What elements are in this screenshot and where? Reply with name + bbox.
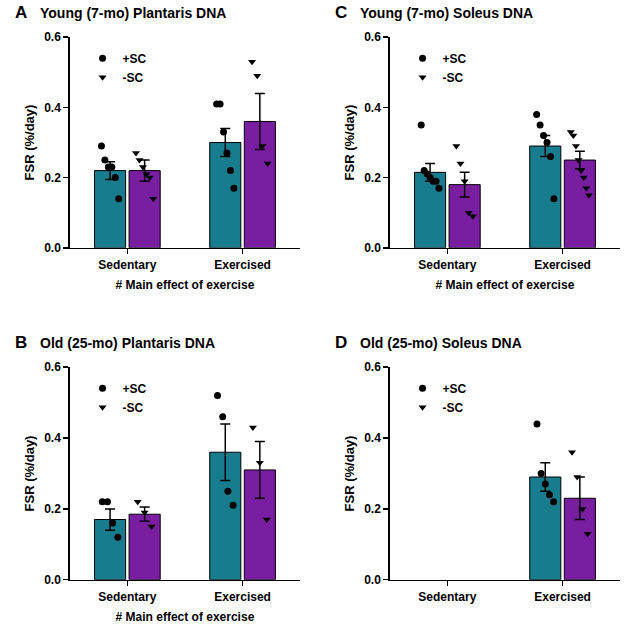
svg-text:0.2: 0.2	[44, 171, 61, 185]
svg-text:+SC: +SC	[123, 52, 147, 66]
svg-text:Exercised: Exercised	[534, 258, 591, 272]
svg-text:0.4: 0.4	[364, 431, 381, 445]
svg-text:-SC: -SC	[123, 401, 144, 415]
svg-text:Old (25-mo) Plantaris DNA: Old (25-mo) Plantaris DNA	[40, 335, 215, 351]
svg-text:0.6: 0.6	[44, 360, 61, 374]
svg-text:# Main effect of exercise: # Main effect of exercise	[116, 278, 255, 292]
svg-text:+SC: +SC	[443, 382, 467, 396]
svg-text:0.4: 0.4	[44, 431, 61, 445]
svg-text:0.4: 0.4	[44, 101, 61, 115]
svg-text:# Main effect of exercise: # Main effect of exercise	[116, 610, 255, 624]
svg-text:Young (7-mo) Plantaris DNA: Young (7-mo) Plantaris DNA	[40, 5, 226, 21]
svg-text:0.0: 0.0	[44, 573, 61, 587]
svg-text:0.6: 0.6	[364, 30, 381, 44]
svg-text:B: B	[15, 333, 27, 352]
svg-text:+SC: +SC	[123, 382, 147, 396]
svg-text:Exercised: Exercised	[214, 258, 271, 272]
svg-text:FSR (%/day): FSR (%/day)	[22, 105, 37, 181]
svg-text:0.0: 0.0	[44, 241, 61, 255]
svg-text:-SC: -SC	[443, 71, 464, 85]
svg-text:A: A	[15, 3, 27, 22]
svg-text:0.4: 0.4	[364, 101, 381, 115]
svg-text:Sedentary: Sedentary	[98, 590, 156, 604]
svg-text:Sedentary: Sedentary	[98, 258, 156, 272]
svg-text:0.0: 0.0	[364, 573, 381, 587]
svg-text:-SC: -SC	[123, 71, 144, 85]
svg-text:Young (7-mo) Soleus DNA: Young (7-mo) Soleus DNA	[360, 5, 533, 21]
svg-text:D: D	[335, 333, 347, 352]
svg-text:Exercised: Exercised	[534, 590, 591, 604]
svg-text:+SC: +SC	[443, 52, 467, 66]
svg-text:Exercised: Exercised	[214, 590, 271, 604]
svg-text:0.6: 0.6	[44, 30, 61, 44]
svg-text:C: C	[335, 3, 347, 22]
svg-text:0.2: 0.2	[44, 502, 61, 516]
svg-text:Sedentary: Sedentary	[418, 258, 476, 272]
svg-text:0.6: 0.6	[364, 360, 381, 374]
svg-text:Sedentary: Sedentary	[418, 590, 476, 604]
svg-text:FSR (%/day): FSR (%/day)	[342, 436, 357, 512]
svg-text:FSR (%/day): FSR (%/day)	[22, 436, 37, 512]
svg-text:-SC: -SC	[443, 401, 464, 415]
svg-text:FSR (%/day): FSR (%/day)	[342, 105, 357, 181]
svg-text:Old (25-mo) Soleus DNA: Old (25-mo) Soleus DNA	[360, 335, 522, 351]
svg-text:0.2: 0.2	[364, 171, 381, 185]
svg-text:# Main effect of exercise: # Main effect of exercise	[436, 278, 575, 292]
svg-text:0.2: 0.2	[364, 502, 381, 516]
svg-text:0.0: 0.0	[364, 241, 381, 255]
